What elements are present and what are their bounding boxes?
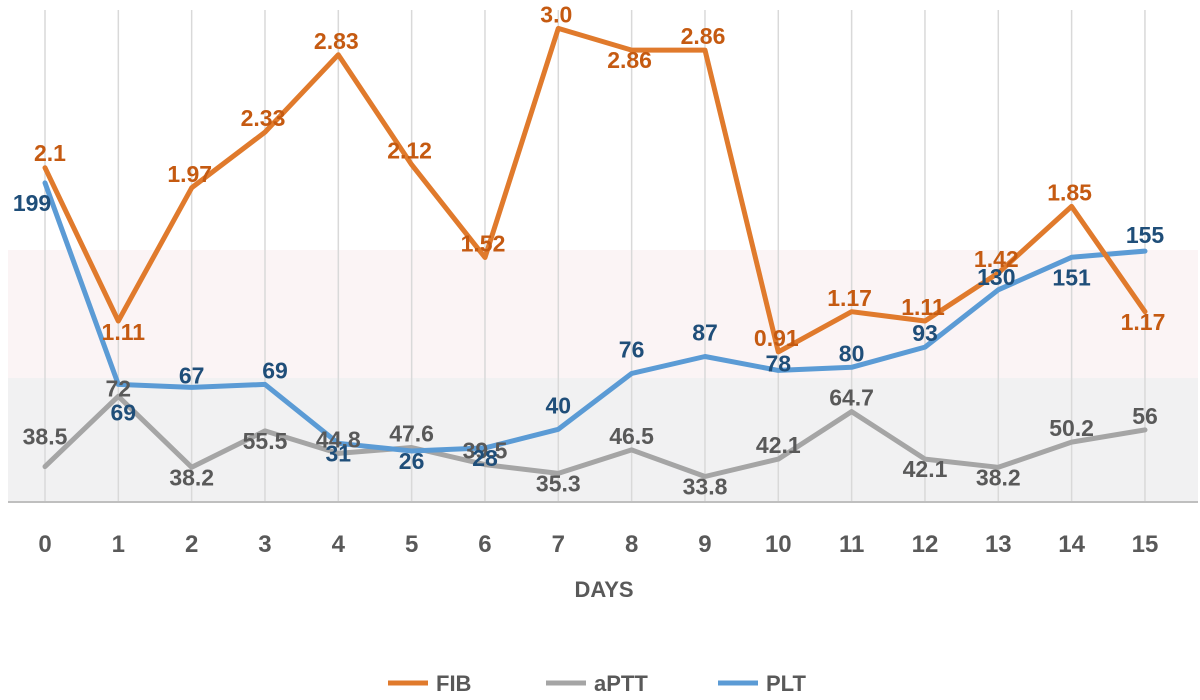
x-tick-label-10: 10 (765, 531, 792, 558)
data-label-fib-day-10: 0.91 (754, 325, 799, 351)
series-line-aptt (42, 393, 1148, 479)
x-tick-label-7: 7 (552, 531, 565, 558)
data-label-plt-day-0: 199 (13, 190, 51, 216)
point-fib-day-0 (43, 165, 48, 170)
data-label-aptt-day-10: 42.1 (756, 432, 801, 458)
legend-label-plt: PLT (766, 671, 806, 696)
x-tick-label-13: 13 (985, 531, 1012, 558)
data-label-aptt-day-1: 72 (106, 375, 132, 401)
point-plt-day-0 (43, 180, 48, 185)
data-label-plt-day-10: 78 (766, 350, 792, 376)
data-label-plt-day-13: 130 (977, 264, 1015, 290)
data-label-plt-day-5: 26 (399, 448, 425, 474)
data-label-aptt-day-4: 44.8 (316, 426, 361, 452)
data-label-fib-day-7: 3.0 (540, 1, 572, 27)
x-tick-label-12: 12 (912, 531, 939, 558)
data-label-plt-day-4: 31 (326, 440, 352, 466)
series-line-plt (42, 180, 1148, 454)
data-label-plt-day-9: 87 (692, 320, 718, 346)
legend-item-plt: PLT (718, 671, 806, 696)
data-label-fib-day-12: 1.11 (901, 294, 945, 320)
data-label-plt-day-14: 151 (1052, 264, 1091, 290)
data-label-fib-day-3: 2.33 (241, 105, 286, 131)
data-label-aptt-day-12: 42.1 (903, 456, 948, 482)
data-label-aptt-day-0: 38.5 (23, 424, 68, 450)
x-tick-label-14: 14 (1058, 531, 1085, 558)
data-label-fib-day-9: 2.86 (681, 23, 726, 49)
data-label-plt-day-15: 155 (1126, 222, 1165, 248)
data-label-fib-day-5: 2.12 (387, 138, 432, 164)
data-label-plt-day-1: 69 (111, 399, 137, 425)
x-tick-label-4: 4 (332, 531, 346, 558)
data-labels: 38.5 72 38.2 55.5 44.8 47.6 39.5 35.3 46.5 33.8 42… (13, 1, 1166, 499)
data-label-aptt-day-8: 46.5 (609, 423, 654, 449)
legend-item-fib: FIB (388, 671, 471, 696)
point-aptt-day-0 (43, 464, 48, 469)
x-tick-label-3: 3 (258, 531, 271, 558)
data-label-fib-day-11: 1.17 (827, 285, 872, 311)
x-tick-label-9: 9 (698, 531, 711, 558)
data-label-plt-day-3: 69 (262, 357, 288, 383)
data-label-fib-day-13: 1.42 (974, 246, 1019, 272)
point-plt-day-15 (1142, 249, 1147, 254)
data-label-aptt-day-7: 35.3 (536, 470, 581, 496)
data-label-aptt-day-6: 39.5 (463, 438, 508, 464)
x-tick-label-1: 1 (112, 531, 125, 558)
x-tick-label-0: 0 (38, 531, 51, 558)
series-line-fib (42, 25, 1148, 355)
data-label-fib-day-4: 2.83 (314, 28, 359, 54)
x-tick-label-15: 15 (1132, 531, 1159, 558)
data-label-aptt-day-2: 38.2 (169, 464, 214, 490)
x-axis-ticks: 0 1 2 3 4 5 6 7 8 9 10 11 12 13 14 15 (38, 531, 1158, 558)
data-label-plt-day-11: 80 (839, 340, 865, 366)
data-label-plt-day-8: 76 (619, 337, 645, 363)
data-label-plt-day-7: 40 (546, 392, 572, 418)
series-lines (42, 25, 1148, 479)
legend-label-fib: FIB (436, 671, 471, 696)
legend: FIB aPTT PLT (388, 671, 806, 696)
data-label-plt-day-6: 28 (472, 445, 498, 471)
point-plt-day-7 (556, 427, 561, 432)
data-label-fib-day-15: 1.17 (1121, 309, 1166, 335)
data-label-aptt-day-13: 38.2 (976, 464, 1021, 490)
legend-item-aptt: aPTT (546, 671, 648, 696)
band-upper (8, 250, 1198, 378)
x-tick-label-5: 5 (405, 531, 418, 558)
data-label-plt-day-2: 67 (179, 362, 205, 388)
data-label-aptt-day-5: 47.6 (389, 421, 434, 447)
data-label-aptt-day-9: 33.8 (683, 474, 728, 500)
data-label-aptt-day-3: 55.5 (243, 428, 288, 454)
data-label-fib-day-8: 2.86 (607, 47, 652, 73)
x-tick-label-2: 2 (185, 531, 198, 558)
data-label-fib-day-14: 1.85 (1047, 179, 1092, 205)
point-plt-day-14 (1069, 255, 1074, 260)
data-label-aptt-day-14: 50.2 (1049, 415, 1094, 441)
data-label-fib-day-1: 1.11 (102, 319, 146, 345)
data-label-fib-day-2: 1.97 (167, 161, 212, 187)
data-label-aptt-day-15: 56 (1132, 403, 1158, 429)
band-lower (8, 378, 1198, 502)
point-plt-day-8 (629, 371, 634, 376)
x-tick-label-8: 8 (625, 531, 638, 558)
x-axis-title: DAYS (574, 577, 633, 602)
data-label-fib-day-6: 1.52 (461, 231, 506, 257)
data-label-fib-day-0: 2.1 (34, 140, 66, 166)
point-plt-day-9 (702, 354, 707, 359)
legend-label-aptt: aPTT (594, 671, 648, 696)
x-tick-label-6: 6 (478, 531, 491, 558)
x-tick-label-11: 11 (839, 531, 864, 558)
data-label-plt-day-12: 93 (912, 320, 938, 346)
data-label-aptt-day-11: 64.7 (829, 385, 874, 411)
